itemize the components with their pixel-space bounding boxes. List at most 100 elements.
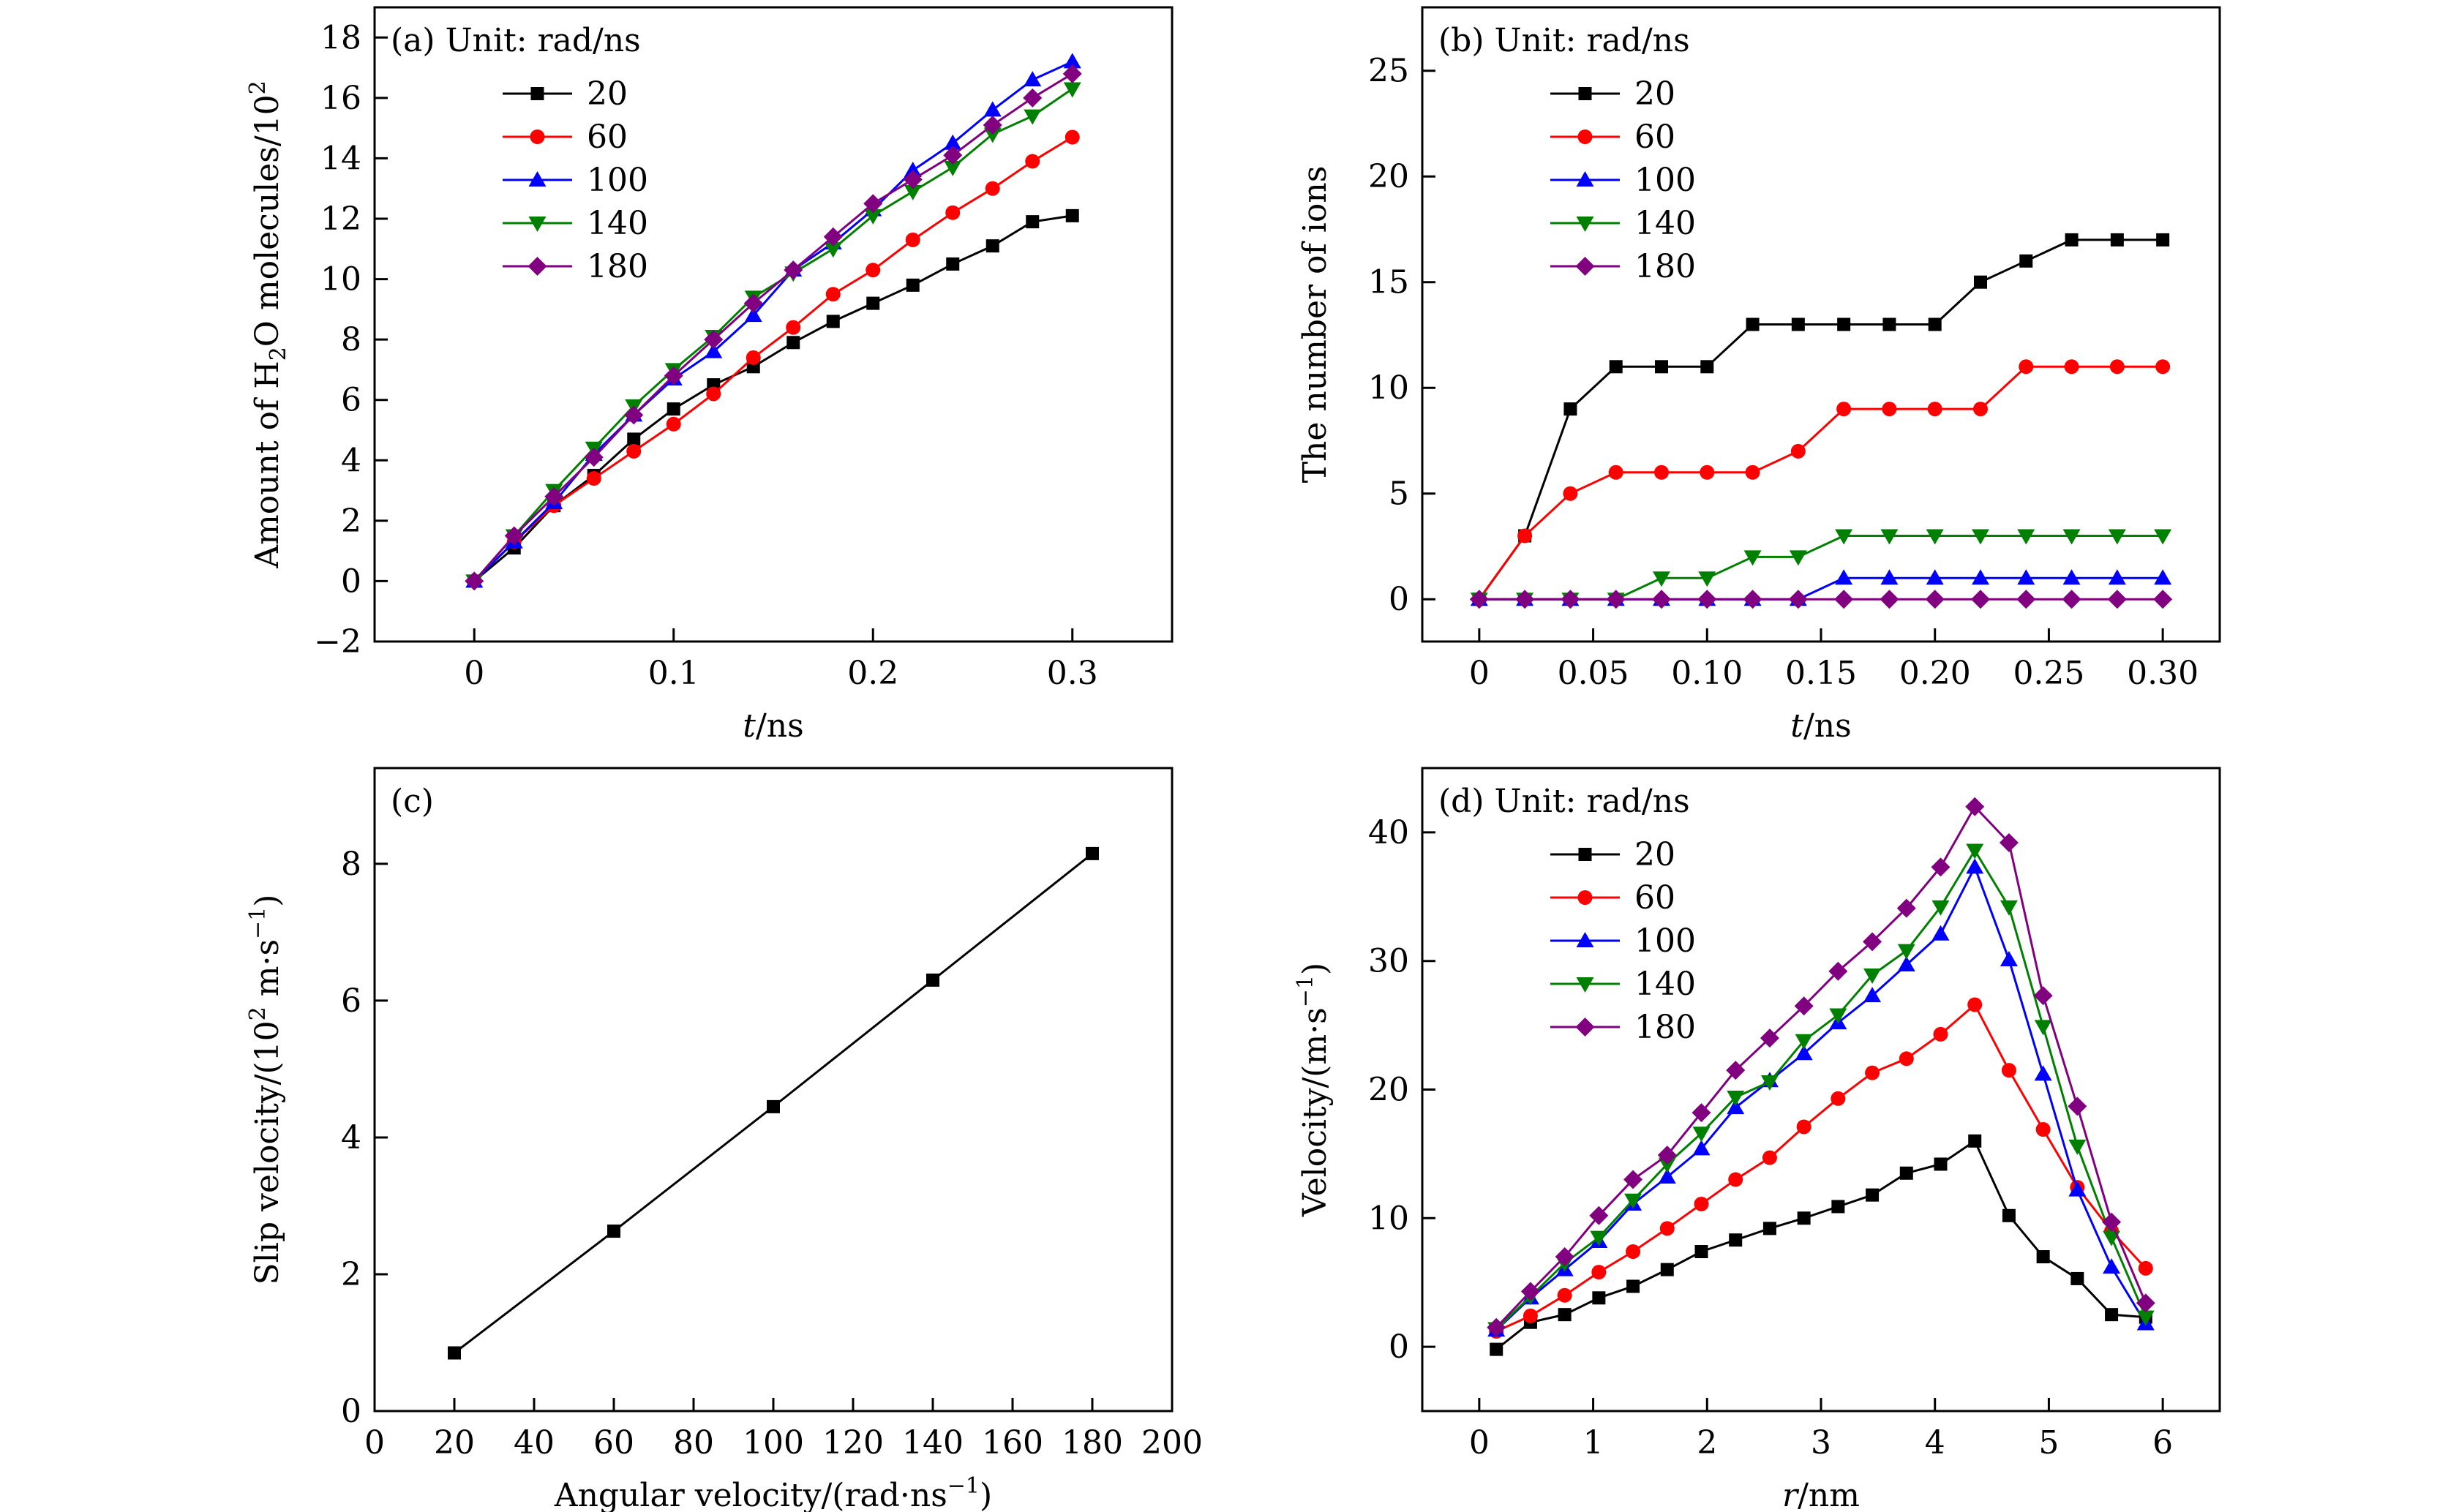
- data-point: [2107, 590, 2127, 609]
- data-point: [1025, 154, 1040, 169]
- data-point: [826, 315, 840, 328]
- series-line: [1478, 365, 2163, 601]
- series-line: [1495, 805, 2147, 1328]
- legend-label: 180: [1634, 1009, 1696, 1046]
- legend-marker: [530, 129, 545, 144]
- data-point: [1866, 1188, 1880, 1202]
- data-point: [1728, 1172, 1743, 1187]
- data-point: [1972, 529, 1989, 545]
- data-point: [1968, 1134, 1982, 1148]
- data-point: [626, 443, 642, 459]
- data-point: [1743, 550, 1762, 566]
- legend-entry: 100: [1550, 162, 1696, 199]
- x-tick-label: 0.30: [2127, 655, 2199, 692]
- data-point: [1563, 402, 1577, 416]
- data-point: [1966, 858, 1984, 874]
- x-tick-label: 5: [2038, 1424, 2059, 1462]
- data-point: [1589, 1206, 1609, 1225]
- data-point: [1966, 843, 1984, 860]
- legend-marker: [1578, 848, 1592, 861]
- x-tick-label: 0.1: [648, 655, 699, 692]
- data-point: [1880, 590, 1899, 609]
- data-point: [1971, 590, 1990, 609]
- legend-label: 20: [1634, 75, 1675, 113]
- data-point: [1836, 402, 1852, 417]
- data-point: [1931, 900, 1950, 916]
- data-point: [1789, 550, 1807, 566]
- data-point: [1974, 275, 1987, 289]
- x-tick-label: 0.2: [847, 655, 898, 692]
- data-point: [1794, 996, 1814, 1016]
- data-point: [1698, 571, 1716, 587]
- data-point: [864, 208, 882, 225]
- data-point: [705, 342, 723, 358]
- y-tick-label: 10: [1368, 1200, 1409, 1237]
- data-point: [985, 181, 1000, 196]
- data-point: [1592, 1291, 1606, 1305]
- y-tick-label: 10: [1368, 369, 1409, 407]
- panel-label: (c): [391, 783, 434, 820]
- series-60: [467, 129, 1080, 589]
- data-point: [1831, 1091, 1846, 1106]
- data-point: [1609, 360, 1623, 374]
- y-tick-label: 16: [320, 80, 361, 117]
- legend-label: 20: [587, 75, 628, 113]
- data-point: [1863, 932, 1882, 952]
- data-point: [1834, 590, 1854, 609]
- data-point: [1023, 88, 1043, 108]
- x-tick-label: 180: [1062, 1424, 1123, 1462]
- x-tick-label: 0: [1469, 655, 1490, 692]
- panel-label: (a) Unit: rad/ns: [391, 22, 641, 59]
- y-axis-label: Amount of H2O molecules/102: [245, 80, 291, 569]
- data-point: [2103, 1258, 2121, 1274]
- legend-marker: [1576, 932, 1594, 947]
- data-point: [983, 101, 1002, 117]
- x-tick-label: 120: [822, 1424, 884, 1462]
- data-point: [1973, 402, 1988, 417]
- legend-label: 100: [1634, 162, 1696, 199]
- data-point: [1762, 1222, 1776, 1235]
- data-point: [1899, 1051, 1914, 1067]
- y-tick-label: 15: [1368, 264, 1409, 301]
- data-point: [744, 306, 762, 323]
- series-line: [1495, 1003, 2147, 1333]
- legend-label: 60: [1634, 879, 1675, 917]
- legend-marker: [1575, 257, 1595, 276]
- data-point: [786, 320, 801, 335]
- y-tick-label: 8: [341, 321, 361, 358]
- x-axis-label: t/ns: [1790, 707, 1851, 745]
- data-point: [2154, 529, 2172, 545]
- legend-label: 100: [587, 162, 648, 199]
- data-point: [1065, 208, 1079, 222]
- data-point: [1897, 955, 1915, 971]
- legend-entry: 140: [503, 205, 648, 242]
- data-point: [2068, 1139, 2087, 1155]
- data-point: [823, 227, 843, 247]
- data-point: [1796, 1119, 1811, 1135]
- data-point: [784, 260, 803, 280]
- series-line: [473, 60, 1073, 582]
- panel-b: 0 0.05 0.10 0.15 0.20 0.25 0.30 0 5 10 15 20 25 t/ns T…: [1296, 6, 2221, 745]
- data-point: [1931, 857, 1950, 877]
- data-point: [786, 336, 800, 350]
- y-tick-label: 6: [341, 982, 361, 1020]
- x-tick-label: 1: [1583, 1424, 1604, 1462]
- panel-label: (d) Unit: rad/ns: [1438, 783, 1690, 820]
- data-point: [2000, 950, 2018, 966]
- data-point: [1795, 1045, 1813, 1061]
- data-point: [1837, 317, 1851, 331]
- x-tick-label: 2: [1697, 1424, 1717, 1462]
- data-point: [2034, 1020, 2052, 1036]
- data-point: [2136, 1293, 2155, 1313]
- data-point: [448, 1346, 461, 1360]
- data-point: [586, 471, 601, 486]
- data-point: [1882, 317, 1896, 331]
- data-point: [863, 194, 883, 214]
- data-point: [743, 293, 763, 313]
- data-point: [2017, 569, 2035, 585]
- data-point: [1086, 846, 1099, 860]
- y-tick-label: 0: [341, 1393, 361, 1430]
- legend-entry: 180: [503, 248, 648, 285]
- legend-entry: 60: [1550, 119, 1675, 156]
